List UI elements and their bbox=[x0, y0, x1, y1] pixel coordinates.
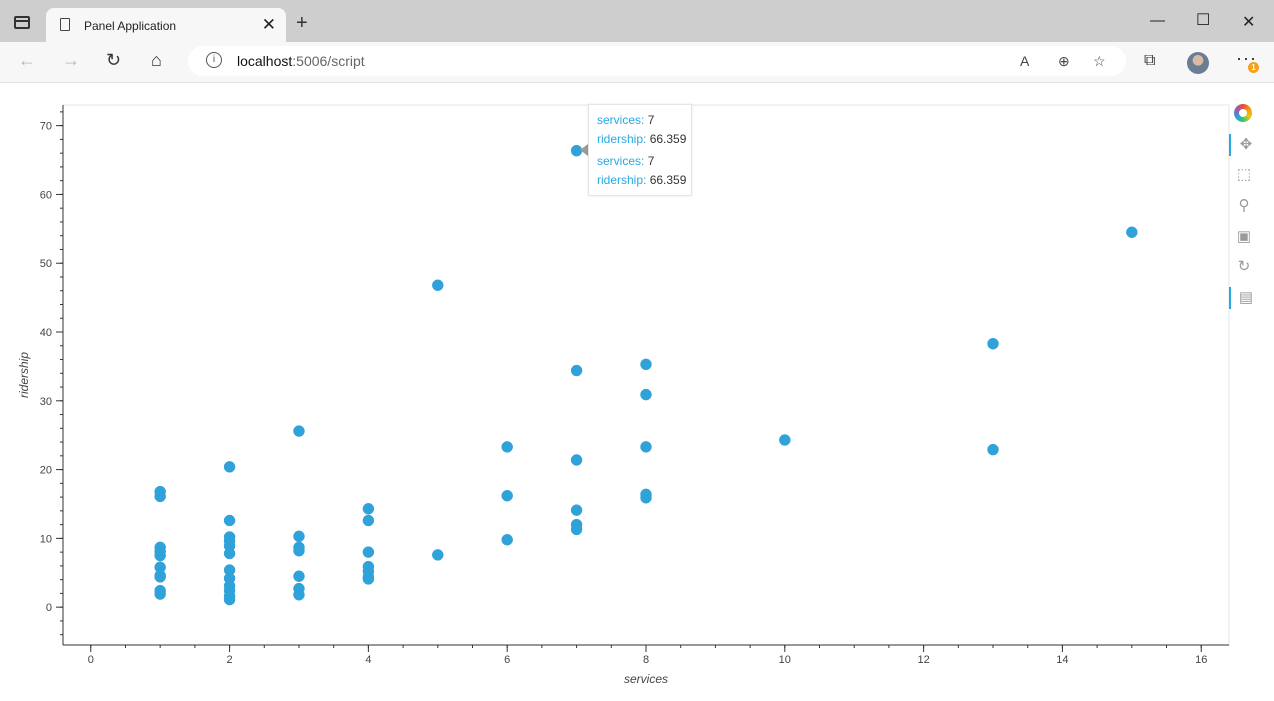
scatter-point[interactable] bbox=[223, 547, 236, 560]
hover-tooltip: services: 7 ridership: 66.359 services: … bbox=[588, 104, 692, 196]
scatter-point[interactable] bbox=[640, 441, 652, 453]
y-tick-label: 10 bbox=[40, 533, 52, 545]
notification-badge: 1 bbox=[1248, 62, 1259, 73]
scatter-point[interactable] bbox=[779, 434, 791, 446]
avatar[interactable] bbox=[1187, 52, 1209, 74]
scatter-point[interactable] bbox=[154, 571, 166, 583]
scatter-point[interactable] bbox=[432, 279, 444, 291]
scatter-point[interactable] bbox=[570, 364, 583, 377]
scatter-point[interactable] bbox=[1126, 226, 1138, 239]
scatter-point[interactable] bbox=[154, 588, 166, 600]
page-icon bbox=[60, 18, 70, 31]
scatter-point[interactable] bbox=[223, 461, 236, 473]
pan-icon[interactable]: ✥ bbox=[1229, 134, 1257, 156]
scatter-point[interactable] bbox=[570, 523, 583, 536]
address-bar[interactable]: i localhost:5006/script A ⊕ ☆ bbox=[188, 46, 1126, 76]
tab-actions-icon[interactable] bbox=[14, 16, 30, 29]
scatter-point[interactable] bbox=[640, 388, 652, 401]
home-icon[interactable]: ⌂ bbox=[151, 50, 162, 70]
tooltip-row: services: 7 bbox=[597, 154, 655, 168]
bokeh-toolbar: ✥ ⬚ ⚲ ▣ ↻ ▤ bbox=[1229, 102, 1259, 322]
maximize-icon[interactable]: ☐ bbox=[1196, 12, 1211, 29]
reload-icon[interactable]: ↻ bbox=[106, 50, 122, 70]
x-tick-label: 14 bbox=[1056, 654, 1068, 666]
y-tick-label: 40 bbox=[40, 327, 52, 339]
browser-tab-bar: Panel Application ✕ + — ☐ ✕ bbox=[0, 0, 1274, 42]
scatter-point[interactable] bbox=[570, 454, 583, 466]
save-icon[interactable]: ▣ bbox=[1236, 228, 1252, 245]
x-tick-label: 12 bbox=[917, 654, 929, 666]
box-zoom-icon[interactable]: ⬚ bbox=[1236, 166, 1252, 183]
scatter-point[interactable] bbox=[501, 534, 513, 546]
site-info-icon[interactable]: i bbox=[206, 52, 222, 68]
collections-icon[interactable]: ⧉ bbox=[1144, 52, 1156, 69]
scatter-chart[interactable]: 0 2 4 6 8 10 12 14 16 0 10 20 30 40 50 60 70 services ride… bbox=[0, 82, 1274, 701]
scatter-point[interactable] bbox=[362, 514, 375, 527]
scatter-point[interactable] bbox=[362, 546, 375, 558]
hover-icon[interactable]: ▤ bbox=[1229, 287, 1257, 309]
url-text[interactable]: localhost:5006/script bbox=[237, 53, 365, 69]
scatter-point[interactable] bbox=[362, 503, 375, 515]
tooltip-arrow bbox=[580, 144, 588, 156]
y-tick-label: 60 bbox=[40, 189, 52, 201]
scatter-point[interactable] bbox=[432, 549, 444, 561]
y-tick-label: 30 bbox=[40, 396, 52, 408]
scatter-point[interactable] bbox=[987, 443, 999, 456]
scatter-point[interactable] bbox=[154, 490, 166, 503]
scatter-point[interactable] bbox=[223, 514, 236, 527]
scatter-point[interactable] bbox=[154, 549, 166, 562]
browser-toolbar: ← → ↻ ⌂ i localhost:5006/script A ⊕ ☆ ⧉ … bbox=[0, 42, 1274, 83]
scatter-point[interactable] bbox=[501, 489, 513, 502]
tooltip-row: ridership: 66.359 bbox=[597, 173, 687, 187]
reset-icon[interactable]: ↻ bbox=[1237, 258, 1251, 275]
scatter-point[interactable] bbox=[570, 504, 583, 516]
read-aloud-icon[interactable]: A bbox=[1020, 53, 1030, 69]
new-tab-icon[interactable]: + bbox=[296, 12, 308, 34]
x-tick-label: 16 bbox=[1195, 654, 1207, 666]
y-tick-label: 0 bbox=[46, 602, 52, 614]
y-axis-title: ridership bbox=[17, 352, 31, 398]
scatter-point[interactable] bbox=[987, 337, 999, 350]
window-close-icon[interactable]: ✕ bbox=[1242, 14, 1256, 31]
scatter-point[interactable] bbox=[362, 573, 375, 585]
wheel-zoom-icon[interactable]: ⚲ bbox=[1238, 197, 1250, 214]
tooltip-row: ridership: 66.359 bbox=[597, 132, 687, 146]
scatter-point[interactable] bbox=[640, 492, 652, 504]
x-tick-label: 6 bbox=[504, 654, 510, 666]
tooltip-row: services: 7 bbox=[597, 113, 655, 127]
scatter-point[interactable] bbox=[223, 593, 236, 606]
x-tick-label: 10 bbox=[779, 654, 791, 666]
scatter-point[interactable] bbox=[293, 425, 305, 437]
y-tick-label: 20 bbox=[40, 465, 52, 477]
close-tab-icon[interactable]: ✕ bbox=[261, 15, 276, 34]
scatter-point[interactable] bbox=[293, 545, 305, 557]
scatter-point[interactable] bbox=[293, 530, 305, 543]
x-tick-label: 8 bbox=[643, 654, 649, 666]
forward-icon[interactable]: → bbox=[62, 50, 80, 70]
scatter-point[interactable] bbox=[640, 358, 652, 371]
browser-tab[interactable]: Panel Application ✕ bbox=[46, 8, 286, 42]
bokeh-logo-icon[interactable] bbox=[1234, 104, 1252, 122]
scatter-point[interactable] bbox=[501, 441, 513, 453]
y-tick-label: 70 bbox=[40, 121, 52, 133]
back-icon[interactable]: ← bbox=[18, 50, 36, 70]
x-axis-title: services bbox=[624, 672, 668, 686]
x-tick-label: 0 bbox=[88, 654, 94, 666]
tab-title: Panel Application bbox=[84, 19, 177, 33]
bokeh-plot[interactable]: 0 2 4 6 8 10 12 14 16 0 10 20 30 40 50 60 70 services ride… bbox=[0, 82, 1274, 701]
scatter-point[interactable] bbox=[293, 589, 305, 601]
minimize-icon[interactable]: — bbox=[1150, 12, 1165, 29]
x-tick-label: 4 bbox=[365, 654, 371, 666]
zoom-icon[interactable]: ⊕ bbox=[1058, 53, 1070, 69]
y-tick-label: 50 bbox=[40, 258, 52, 270]
favorites-icon[interactable]: ☆ bbox=[1093, 53, 1106, 69]
x-tick-label: 2 bbox=[227, 654, 233, 666]
scatter-point[interactable] bbox=[293, 570, 305, 582]
